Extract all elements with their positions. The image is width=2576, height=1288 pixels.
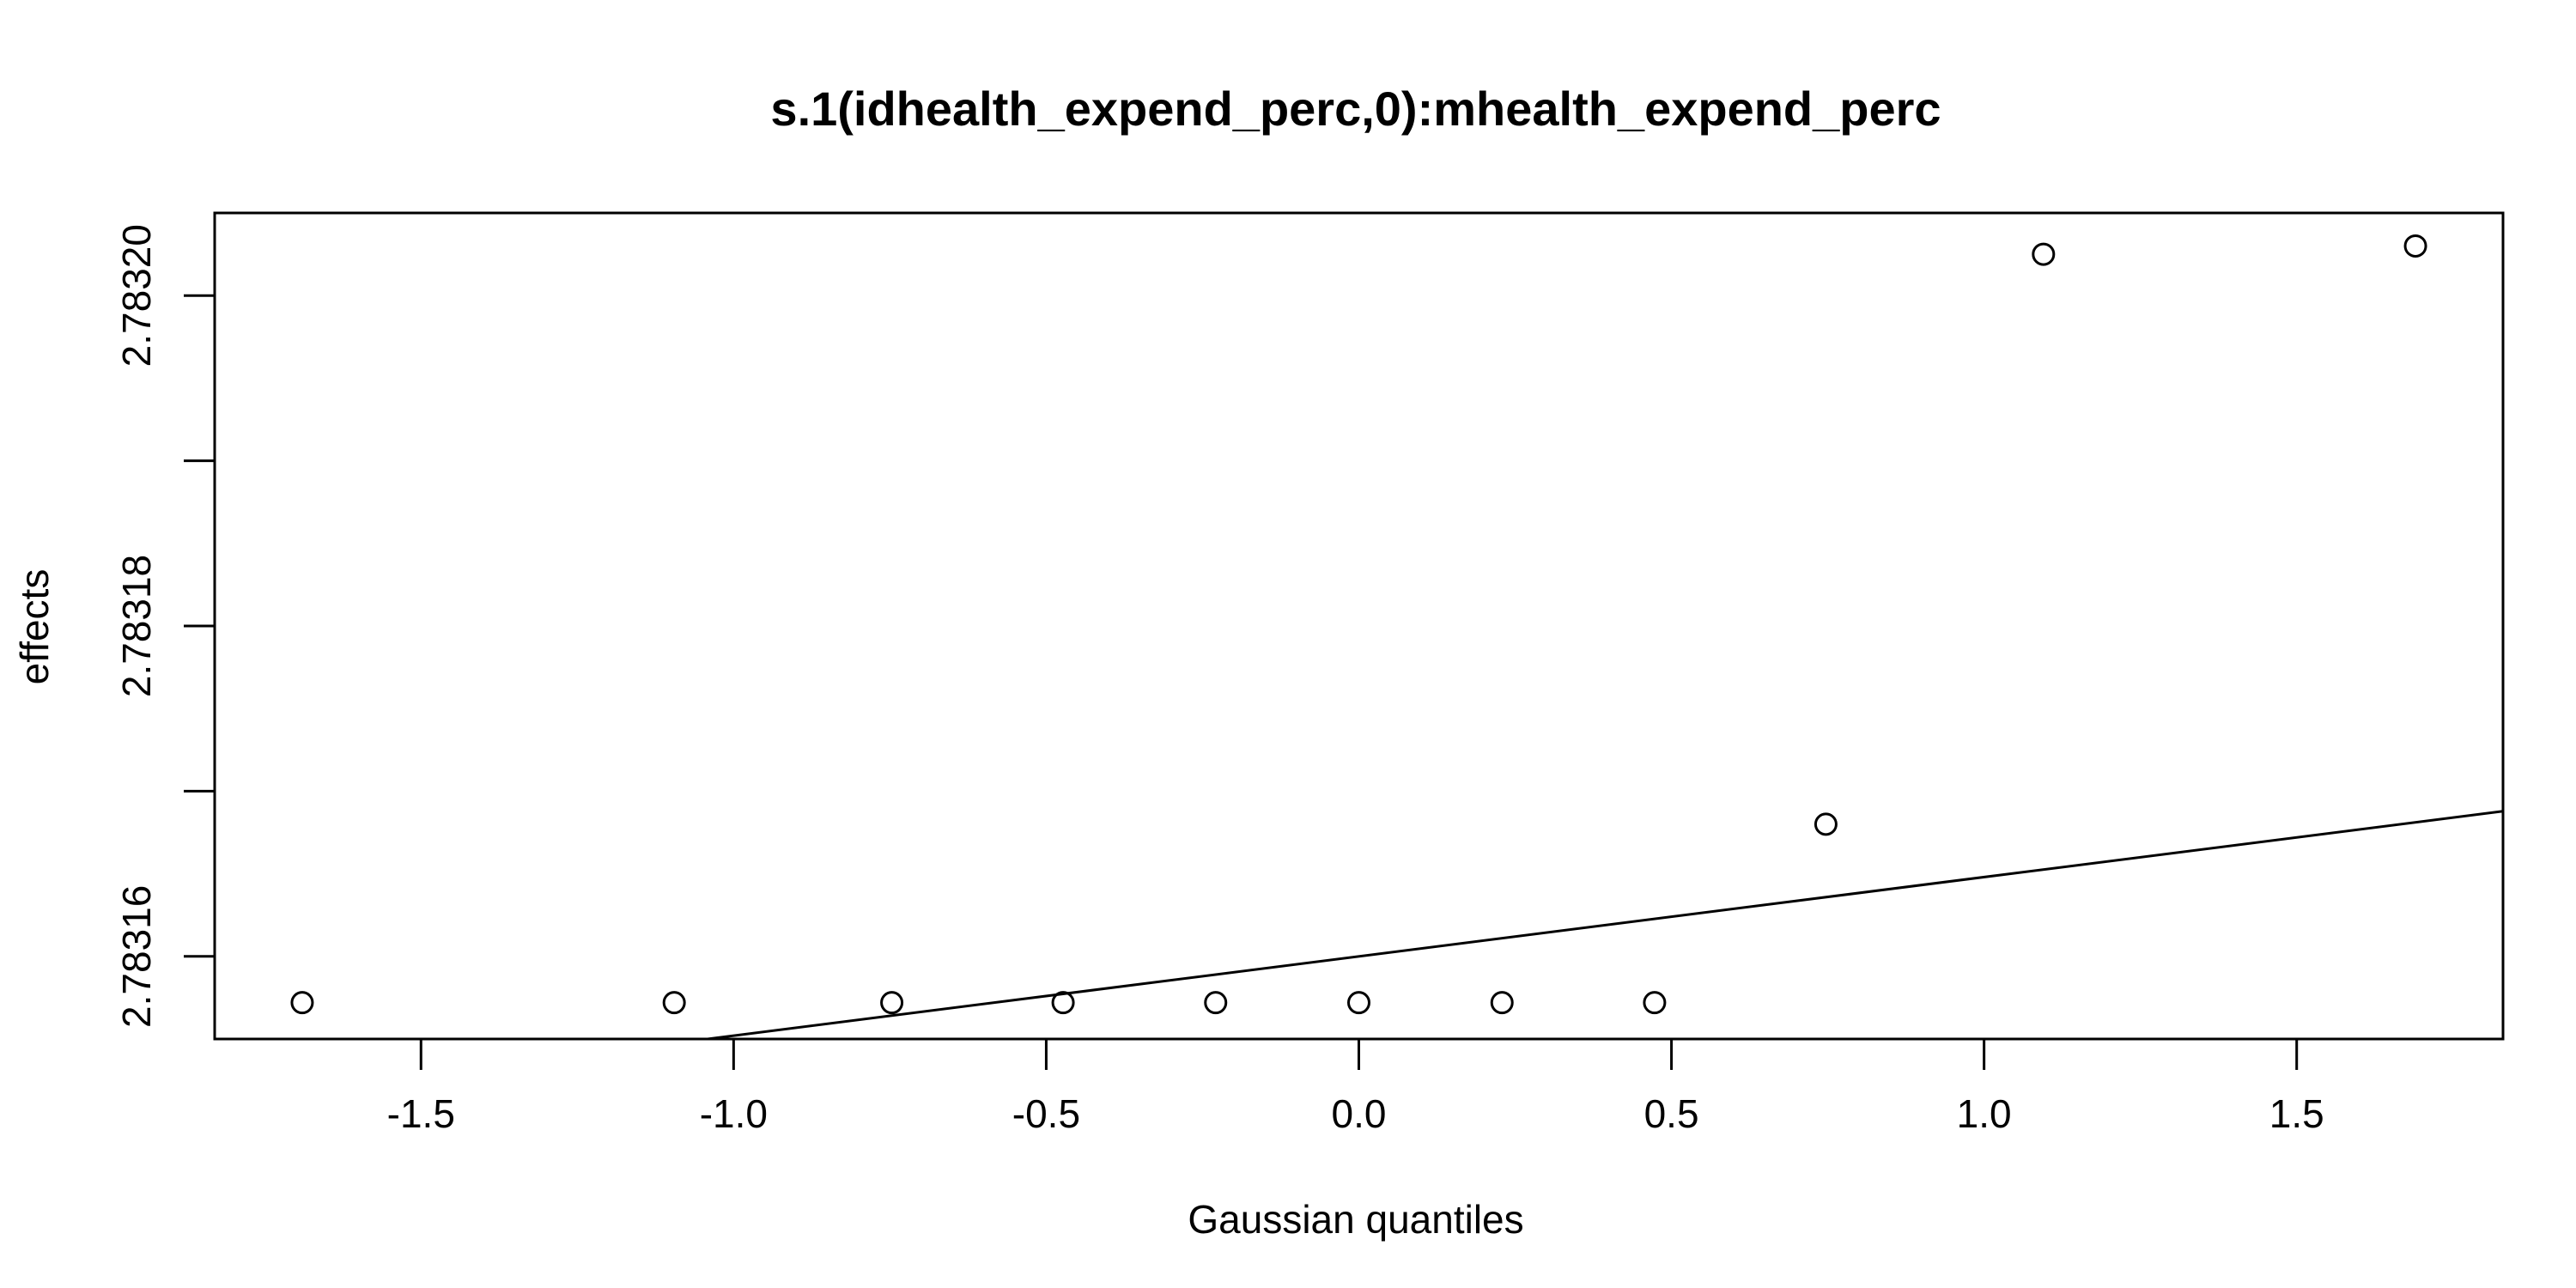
x-tick-label: -0.5 — [1012, 1091, 1080, 1136]
data-point — [1490, 991, 1514, 1015]
data-point — [290, 991, 314, 1015]
x-tick-label: 1.5 — [2269, 1091, 2324, 1136]
data-point — [1347, 991, 1370, 1015]
x-tick-label: 0.5 — [1644, 1091, 1699, 1136]
data-point — [662, 991, 686, 1015]
x-axis-label: Gaussian quantiles — [1188, 1197, 1523, 1242]
y-tick-label: 2.78320 — [114, 224, 159, 367]
chart-title: s.1(idhealth_expend_perc,0):mhealth_expe… — [770, 82, 1941, 136]
data-point — [1204, 991, 1228, 1015]
y-tick-label: 2.78316 — [114, 885, 159, 1028]
qq-reference-line — [697, 810, 2503, 1039]
data-point — [2403, 234, 2427, 258]
data-point — [1643, 991, 1667, 1015]
plot-frame — [213, 211, 2505, 1041]
data-point — [880, 991, 904, 1015]
data-points — [290, 234, 2427, 1015]
data-point — [1814, 812, 1838, 836]
data-point — [1051, 991, 1075, 1015]
data-point — [2032, 242, 2056, 266]
x-tick-label: -1.5 — [387, 1091, 455, 1136]
x-tick-label: 0.0 — [1332, 1091, 1387, 1136]
x-tick-label: 1.0 — [1957, 1091, 2012, 1136]
y-axis: 2.78316 2.78318 2.78320 — [114, 224, 215, 1028]
reference-line-group — [697, 810, 2503, 1039]
x-axis: -1.5 -1.0 -0.5 0.0 0.5 1.0 1.5 — [387, 1039, 2324, 1136]
x-tick-label: -1.0 — [700, 1091, 768, 1136]
y-axis-label: effects — [12, 569, 57, 685]
y-tick-label: 2.78318 — [114, 555, 159, 697]
